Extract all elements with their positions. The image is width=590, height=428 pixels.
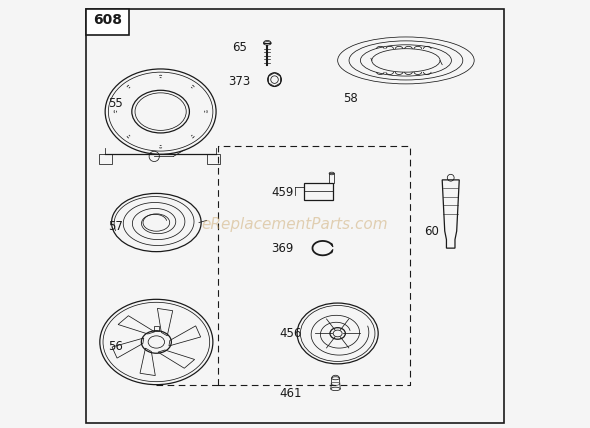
Bar (86, 9, 129, 35)
Text: 608: 608 (93, 13, 122, 27)
Bar (329, 173, 335, 183)
Text: 456: 456 (280, 327, 302, 340)
Text: 60: 60 (424, 225, 439, 238)
Bar (206, 154, 220, 163)
Text: 65: 65 (232, 41, 247, 54)
Text: eReplacementParts.com: eReplacementParts.com (202, 217, 388, 232)
Text: 58: 58 (343, 92, 358, 105)
Text: 369: 369 (271, 242, 293, 255)
Text: 56: 56 (109, 340, 123, 353)
Bar (154, 326, 159, 331)
Text: 459: 459 (271, 186, 293, 199)
Text: 55: 55 (109, 97, 123, 110)
Bar (303, 183, 333, 200)
Text: 57: 57 (109, 220, 123, 233)
Bar (99, 154, 113, 163)
Text: 461: 461 (280, 386, 302, 400)
Text: 373: 373 (228, 75, 251, 88)
Ellipse shape (263, 42, 271, 45)
